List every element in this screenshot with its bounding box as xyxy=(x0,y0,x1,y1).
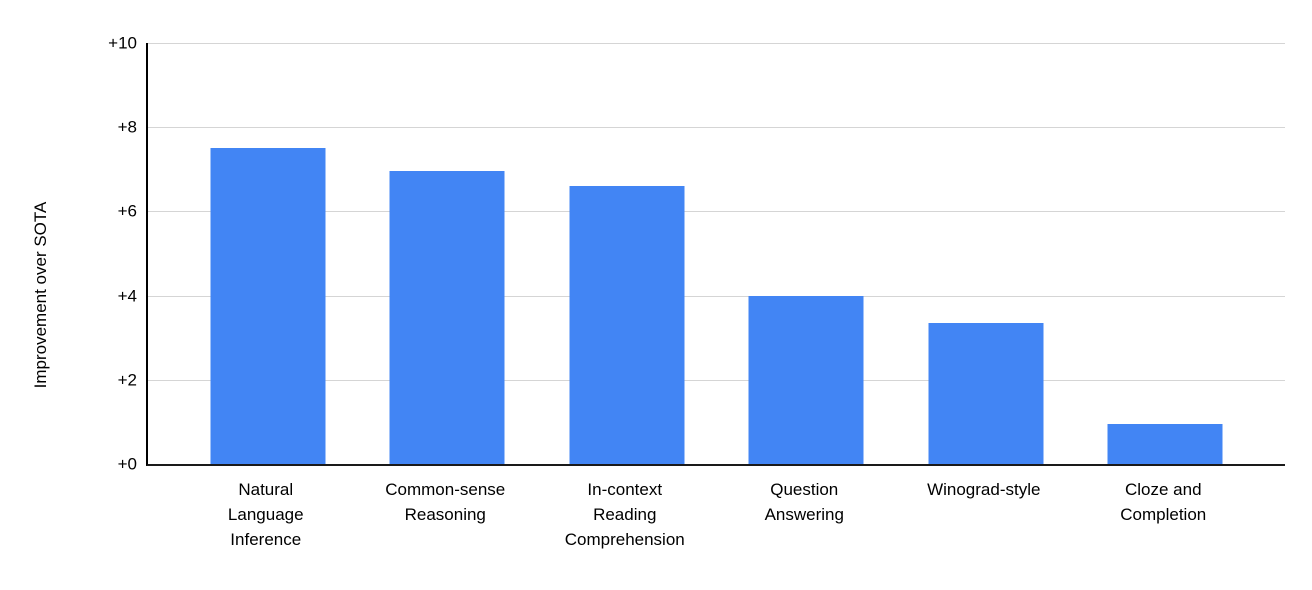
bars-layer xyxy=(148,43,1285,464)
bar-winograd-style xyxy=(928,322,1044,464)
bar-slot xyxy=(1076,43,1256,464)
x-axis-labels: Natural Language Inference Common-sense R… xyxy=(146,477,1283,552)
bar-in-context-reading-comprehension xyxy=(569,186,685,464)
bar-slot xyxy=(358,43,538,464)
bar-slot xyxy=(896,43,1076,464)
x-axis-label: Cloze and Completion xyxy=(1120,480,1207,524)
x-axis-label: Winograd-style xyxy=(927,480,1041,499)
x-axis-label: In-context Reading Comprehension xyxy=(564,480,685,549)
bar-common-sense-reasoning xyxy=(389,171,505,464)
plot-area: +0 +2 +4 +6 +8 +10 xyxy=(108,35,1285,473)
gridline-+4 xyxy=(148,295,1285,297)
bar-slot xyxy=(178,43,358,464)
y-tick-label: +10 xyxy=(108,33,137,53)
bar-slot xyxy=(717,43,897,464)
bar-natural-language-inference xyxy=(210,148,326,464)
bar-cloze-and-completion xyxy=(1107,424,1223,464)
bar-question-answering xyxy=(748,295,864,464)
x-axis-label: Question Answering xyxy=(764,480,844,524)
y-tick-label: +2 xyxy=(117,370,137,390)
gridline-+6 xyxy=(148,211,1285,213)
y-axis-title: Improvement over SOTA xyxy=(31,201,50,389)
gridline-+2 xyxy=(148,379,1285,381)
y-tick-label: +8 xyxy=(117,117,137,137)
gridline-+10 xyxy=(148,43,1285,44)
y-tick-label: +0 xyxy=(117,454,137,474)
x-axis-label: Natural Language Inference xyxy=(227,480,304,549)
y-tick-label: +4 xyxy=(117,286,137,306)
y-tick-label: +6 xyxy=(117,201,137,221)
x-axis-label: Common-sense Reasoning xyxy=(385,480,506,524)
bar-slot xyxy=(537,43,717,464)
gridline-+8 xyxy=(148,127,1285,129)
